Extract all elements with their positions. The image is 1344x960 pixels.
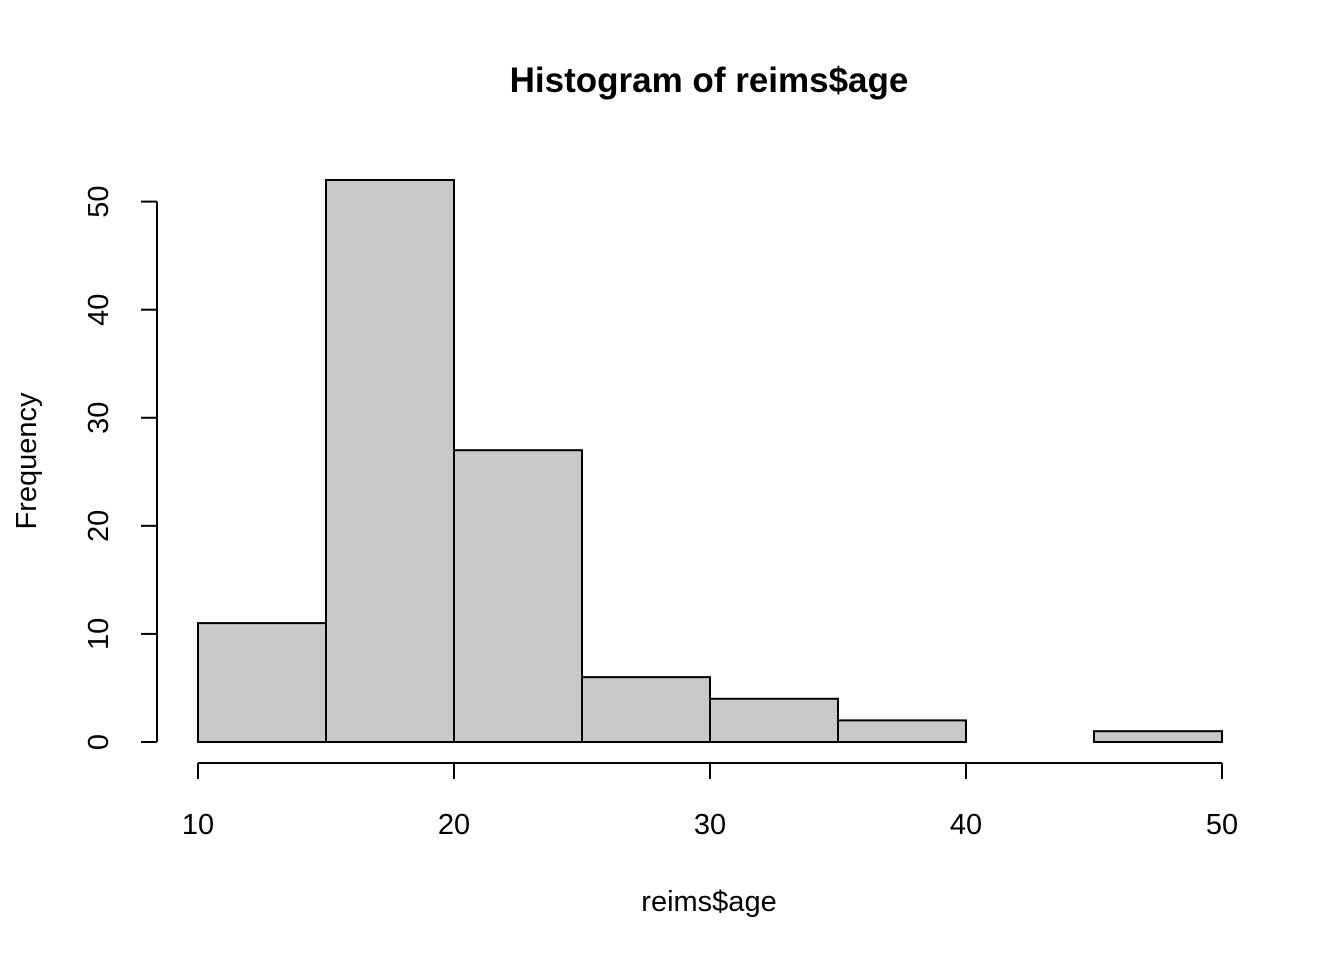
- histogram-bar: [1093, 730, 1223, 744]
- x-tick-label: 30: [694, 809, 726, 841]
- x-axis-label: reims$age: [641, 886, 776, 918]
- chart-title: Histogram of reims$age: [510, 61, 909, 100]
- y-tick-label: 20: [83, 510, 115, 542]
- histogram-bar: [453, 449, 583, 743]
- y-tick-label: 10: [83, 618, 115, 650]
- x-axis: 10 20 30 40 50: [182, 762, 1238, 841]
- histogram-bar: [709, 697, 839, 743]
- y-axis: 0 10 20 30 40 50: [83, 185, 158, 750]
- histogram-bar: [197, 622, 327, 743]
- y-tick-label: 40: [83, 294, 115, 326]
- y-tick-label: 50: [83, 185, 115, 217]
- histogram-bar: [325, 179, 455, 743]
- y-tick-label: 0: [83, 734, 115, 750]
- y-tick-label: 30: [83, 402, 115, 434]
- x-tick-label: 10: [182, 809, 214, 841]
- x-tick-label: 40: [950, 809, 982, 841]
- x-tick-label: 50: [1206, 809, 1238, 841]
- histogram-bar: [837, 719, 967, 744]
- y-axis-label: Frequency: [11, 392, 43, 530]
- bars-group: [197, 179, 1223, 744]
- x-tick-label: 20: [438, 809, 470, 841]
- histogram-bar: [581, 676, 711, 744]
